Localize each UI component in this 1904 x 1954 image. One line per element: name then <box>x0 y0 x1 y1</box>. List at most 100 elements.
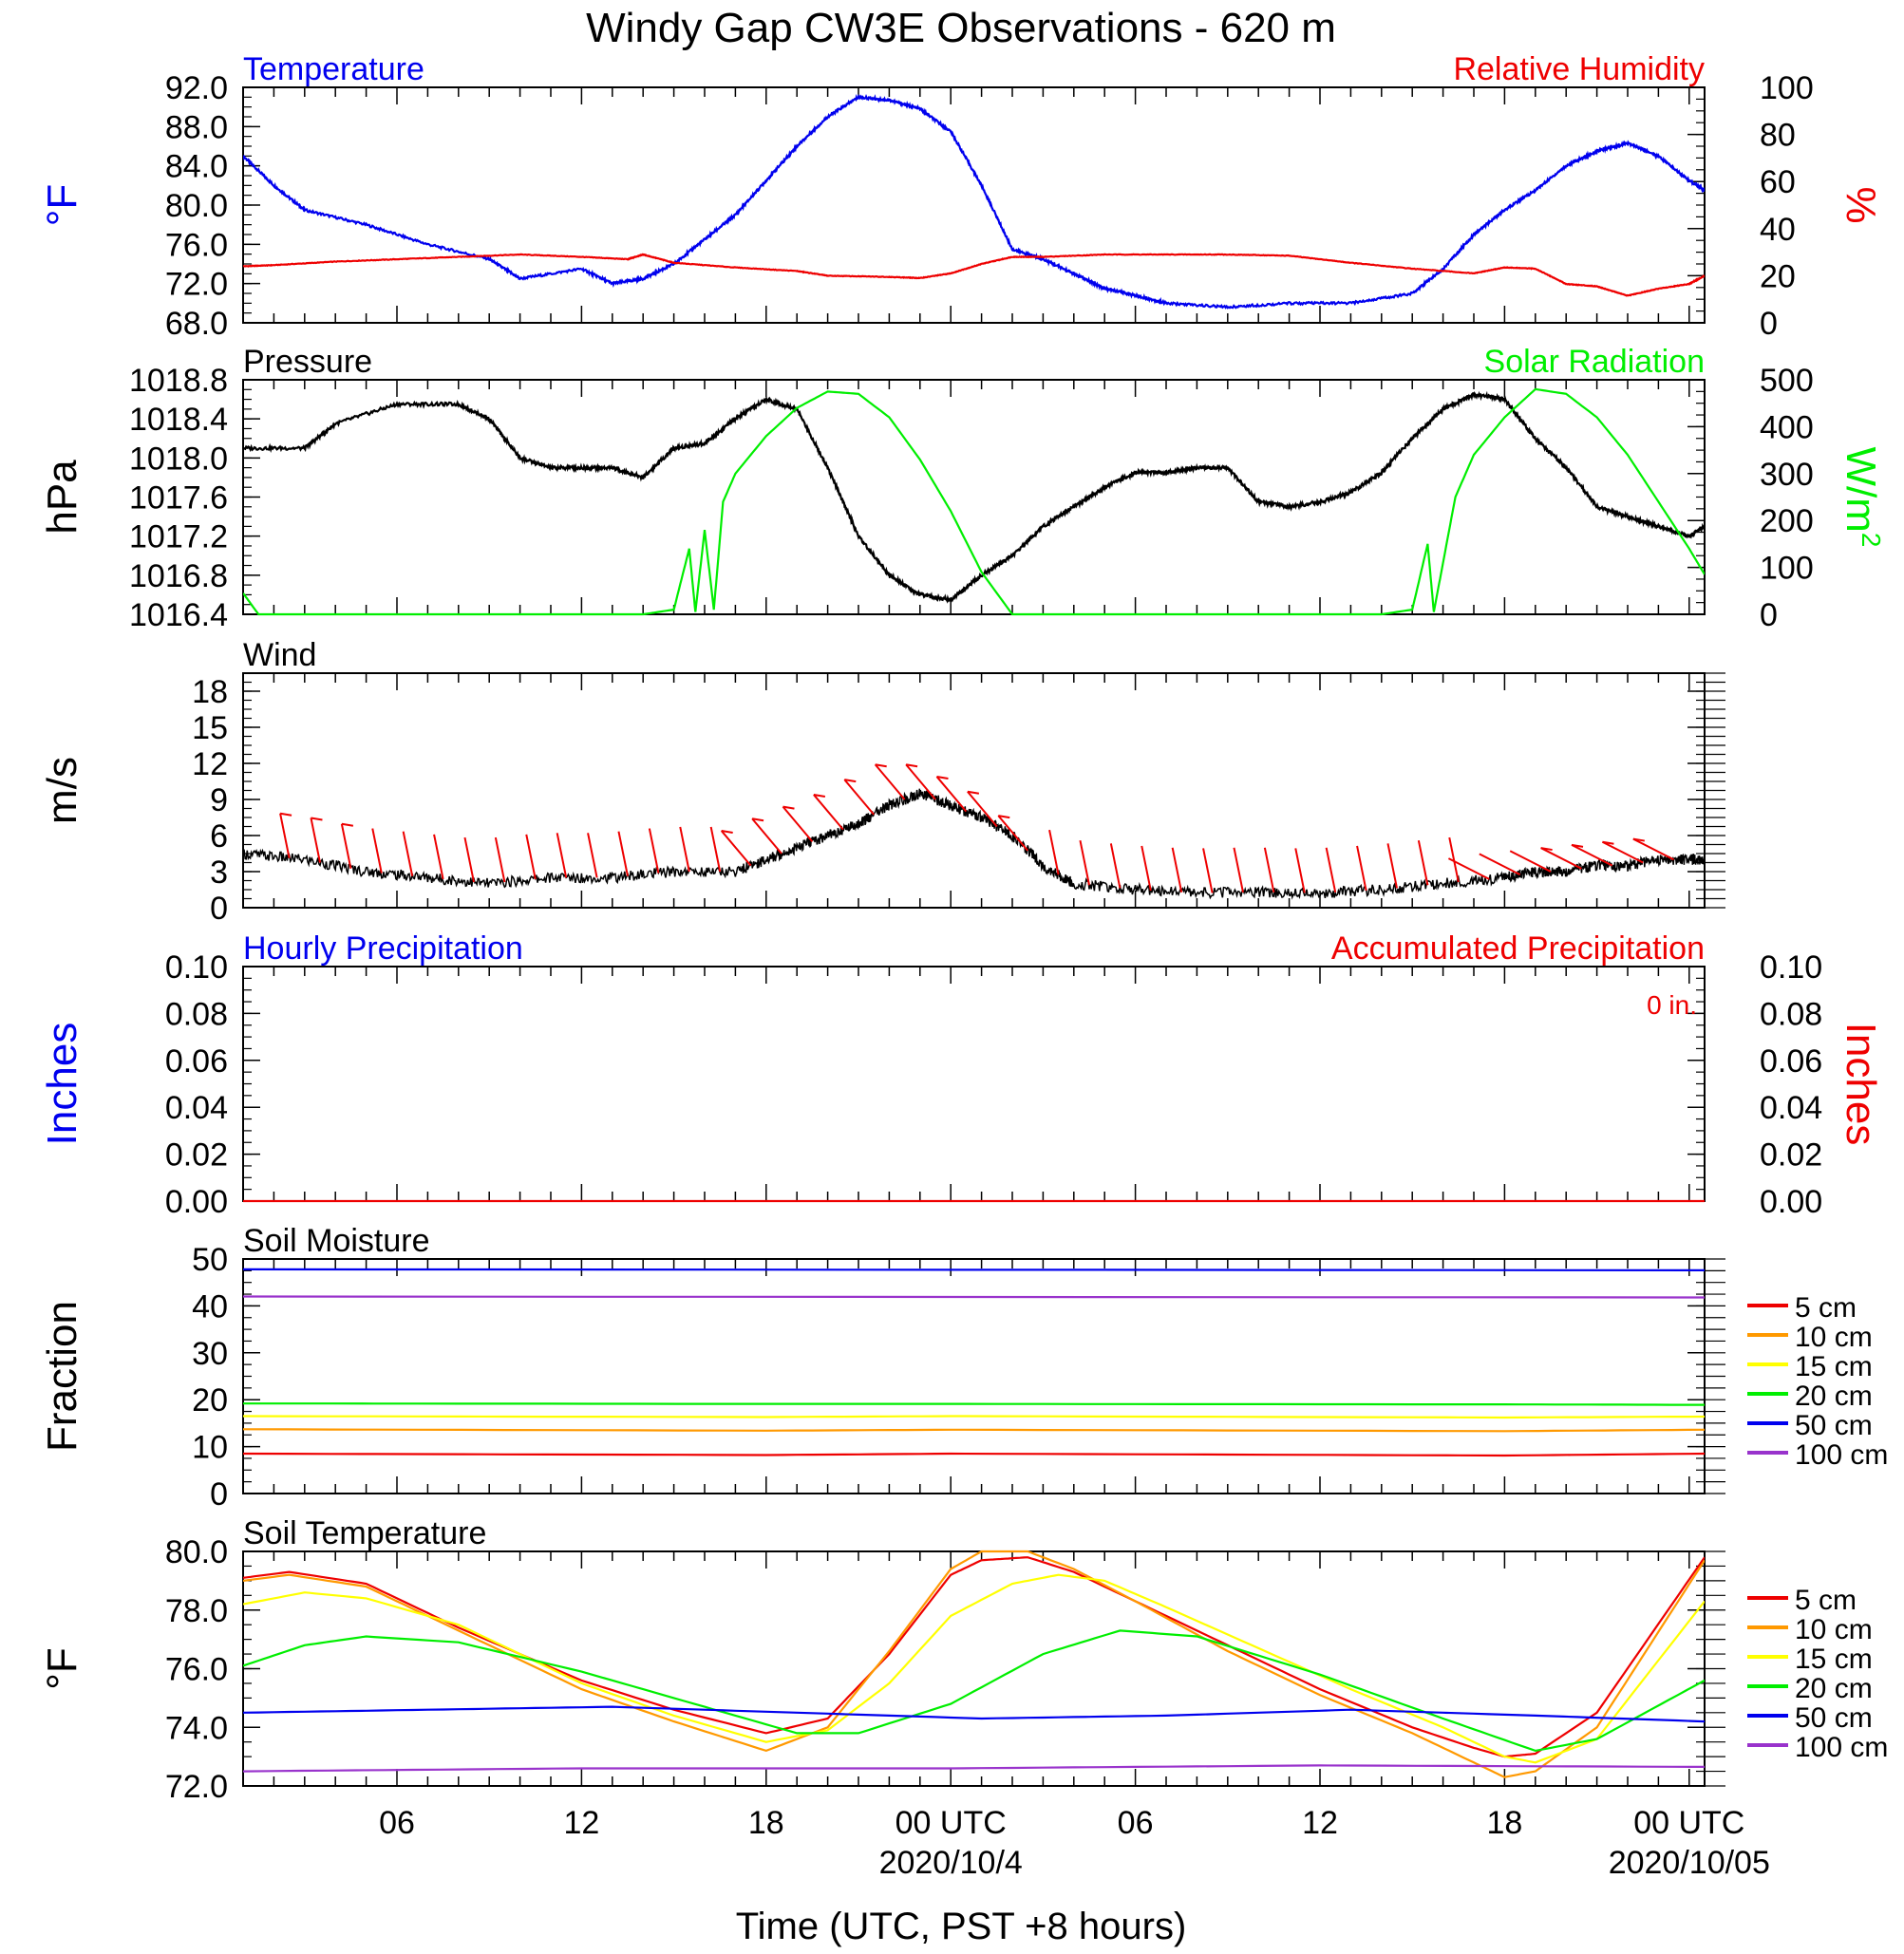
wind-barb <box>1079 840 1090 886</box>
y-tick-label-right: 40 <box>1760 212 1796 248</box>
y-tick-label-right: 0.06 <box>1760 1043 1822 1080</box>
panel-title-left: Temperature <box>243 51 424 87</box>
legend-label: 50 cm <box>1795 1410 1873 1441</box>
x-tick-label: 12 <box>1302 1805 1338 1841</box>
y-axis-title-left: Fraction <box>39 1301 85 1452</box>
wind-barb <box>617 831 629 876</box>
y-tick-label-left: 10 <box>192 1430 228 1466</box>
y-tick-label-left: 6 <box>210 818 228 855</box>
series-line-10-cm <box>243 1428 1705 1433</box>
y-tick-label-right: 300 <box>1760 457 1814 493</box>
y-tick-label-left: 18 <box>192 674 228 710</box>
wind-barb <box>1263 847 1275 893</box>
legend-label: 10 cm <box>1795 1322 1873 1353</box>
y-tick-label-left: 80.0 <box>165 188 228 224</box>
wind-barb <box>905 763 936 800</box>
y-tick-label-left: 15 <box>192 710 228 746</box>
panel-title-right: Solar Radiation <box>1484 344 1705 380</box>
wind-barb <box>997 815 1028 852</box>
y-tick-label-left: 1017.6 <box>129 480 228 517</box>
wind-barb <box>1601 840 1644 864</box>
y-tick-label-left: 1017.2 <box>129 519 228 555</box>
wind-barb <box>433 834 444 880</box>
wind-barb <box>279 813 291 858</box>
wind-barb-flag <box>844 779 857 783</box>
y-tick-label-right: 0.02 <box>1760 1137 1822 1174</box>
legend-label: 10 cm <box>1795 1614 1873 1645</box>
wind-barb-flag <box>751 817 764 822</box>
y-tick-label-right: 0 <box>1760 597 1778 633</box>
wind-barb <box>1294 848 1306 893</box>
legend-label: 5 cm <box>1795 1585 1857 1616</box>
legend-label: 50 cm <box>1795 1702 1873 1734</box>
x-tick-label: 18 <box>748 1805 784 1841</box>
wind-barb <box>967 791 998 828</box>
series-line-10-cm <box>243 1550 1705 1778</box>
panel-6: 80.0 78.0 76.0 74.0 72.0 Soil Temperature °F 5 … <box>39 1515 1888 1805</box>
wind-barb-flag <box>967 790 980 795</box>
y-tick-label-left: 88.0 <box>165 109 228 145</box>
wind-barb-flag <box>1571 843 1584 848</box>
wind-barb <box>709 826 722 873</box>
wind-barb <box>1479 853 1521 876</box>
wind-barb <box>402 831 414 876</box>
y-tick-label-left: 92.0 <box>165 70 228 106</box>
series-line-pressure <box>243 390 1705 604</box>
wind-barb <box>1141 845 1152 892</box>
wind-barb <box>587 833 598 878</box>
wind-barb-flag <box>998 815 1010 819</box>
y-axis-title-left: °F <box>39 184 85 226</box>
wind-barb <box>1448 836 1460 883</box>
y-tick-label-left: 3 <box>210 855 228 891</box>
y-tick-label-left: 1018.8 <box>129 363 228 399</box>
wind-barb <box>1540 847 1582 870</box>
y-tick-label-left: 0.00 <box>165 1184 228 1220</box>
x-tick-label: 00 UTC <box>895 1805 1007 1841</box>
figure-title: Windy Gap CW3E Observations - 620 m <box>586 5 1336 51</box>
wind-barb <box>371 828 383 874</box>
y-tick-label-left: 76.0 <box>165 227 228 263</box>
wind-barb <box>1417 840 1429 886</box>
legend-label: 20 cm <box>1795 1673 1873 1704</box>
wind-barb <box>1233 847 1244 893</box>
y-tick-label-right: 0.08 <box>1760 996 1822 1032</box>
accumulated-total-label: 0 in. <box>1647 990 1697 1020</box>
panel-title-left: Pressure <box>243 344 372 380</box>
legend-label: 15 cm <box>1795 1644 1873 1675</box>
y-tick-label-right: 400 <box>1760 409 1814 445</box>
y-tick-label-left: 72.0 <box>165 1769 228 1805</box>
wind-barb <box>1571 844 1613 867</box>
y-tick-label-left: 0.10 <box>165 949 228 986</box>
series-line-15-cm <box>243 1573 1705 1764</box>
y-tick-label-left: 1016.4 <box>129 597 228 633</box>
wind-barb-flag <box>341 822 354 827</box>
y-tick-label-left: 0.02 <box>165 1137 228 1174</box>
panel-4: 0.10 0.08 0.06 0.04 0.02 0.00 0.10 0.08 0.06 0.04… <box>39 930 1884 1220</box>
wind-barb <box>525 834 537 880</box>
y-tick-label-left: 80.0 <box>165 1534 228 1570</box>
series-line-50-cm <box>243 1268 1705 1271</box>
panel-title-right: Relative Humidity <box>1453 51 1705 87</box>
legend-label: 100 cm <box>1795 1732 1888 1763</box>
y-tick-label-left: 50 <box>192 1242 228 1278</box>
wind-barb <box>494 836 506 883</box>
wind-barb-flag <box>279 812 292 817</box>
y-axis-title-left: °F <box>39 1647 85 1689</box>
wind-barb-flag <box>813 793 826 798</box>
y-axis-title-right: W/m2 <box>1838 447 1886 548</box>
wind-barb <box>648 828 660 874</box>
y-tick-label-right: 0.10 <box>1760 949 1822 986</box>
y-tick-label-left: 0.06 <box>165 1043 228 1080</box>
y-tick-label-right: 0.04 <box>1760 1090 1822 1126</box>
legend-label: 5 cm <box>1795 1292 1857 1324</box>
y-axis-title-right: % <box>1838 186 1884 223</box>
wind-barb <box>751 817 782 855</box>
x-axis-title: Time (UTC, PST +8 hours) <box>736 1906 1187 1947</box>
panels: 92.088.084.080.076.072.068.0100806040200… <box>39 51 1888 1805</box>
panel-2: 1018.81018.41018.01017.61017.21016.81016… <box>39 344 1886 633</box>
legend-label: 100 cm <box>1795 1439 1888 1471</box>
y-tick-label-left: 74.0 <box>165 1710 228 1746</box>
y-tick-label-left: 20 <box>192 1382 228 1419</box>
